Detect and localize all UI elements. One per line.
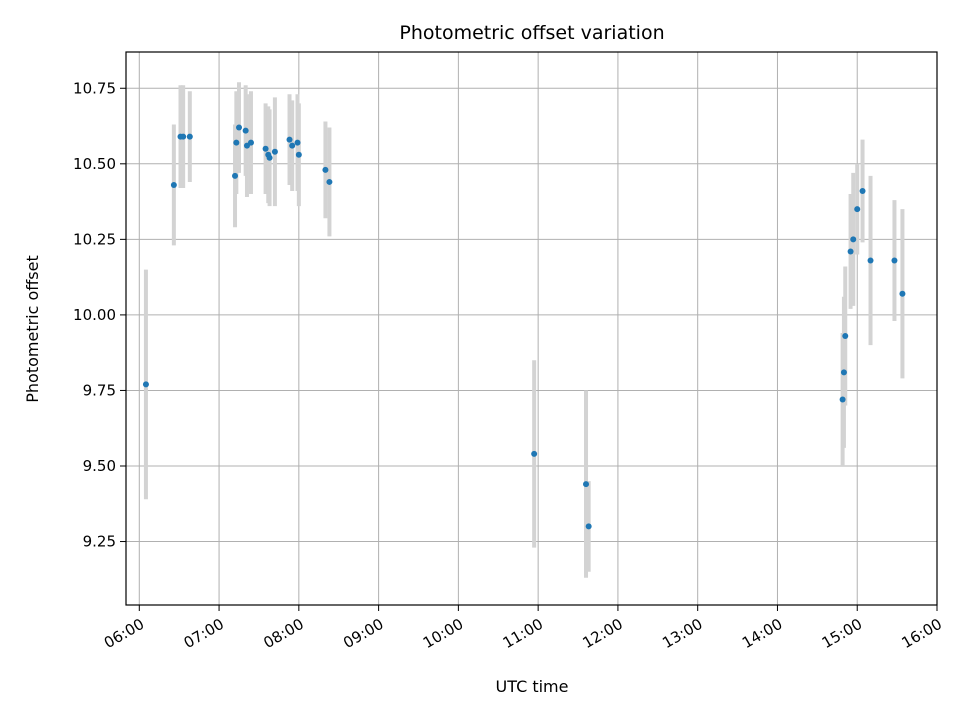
y-tick-label: 10.50 — [73, 155, 116, 173]
data-point — [294, 139, 301, 146]
y-tick-label: 10.75 — [73, 79, 116, 97]
plot-frame — [125, 51, 938, 606]
y-axis-ticks: 9.25 9.50 9.75 10.00 10.25 10.50 10.75 — [73, 79, 126, 551]
y-tick-label: 9.50 — [83, 457, 116, 475]
data-point — [271, 148, 278, 155]
data-point — [859, 188, 866, 195]
data-point — [899, 290, 906, 297]
data-point — [531, 450, 538, 457]
data-point — [286, 136, 293, 143]
data-point — [142, 381, 149, 388]
data-point — [247, 139, 254, 146]
y-tick-label: 10.25 — [73, 230, 116, 248]
data-point — [186, 133, 193, 140]
data-point — [289, 142, 296, 149]
y-tick-label: 9.75 — [83, 381, 116, 399]
data-point — [583, 481, 590, 488]
data-point — [262, 145, 269, 152]
y-tick-label: 9.25 — [83, 533, 116, 551]
data-point — [233, 139, 240, 146]
data-point — [891, 257, 898, 264]
data-point — [322, 166, 329, 173]
data-point — [839, 396, 846, 403]
data-point — [170, 181, 177, 188]
data-point — [242, 127, 249, 134]
chart-title: Photometric offset variation — [399, 22, 664, 44]
data-points — [142, 124, 906, 530]
x-axis-label: UTC time — [496, 677, 569, 696]
data-point — [840, 369, 847, 376]
data-point — [236, 124, 243, 131]
data-point — [326, 178, 333, 185]
data-point — [867, 257, 874, 264]
data-point — [850, 236, 857, 243]
y-tick-label: 10.00 — [73, 306, 116, 324]
data-point — [854, 206, 861, 213]
data-point — [232, 172, 239, 179]
data-point — [585, 523, 592, 530]
data-point — [847, 248, 854, 255]
data-point — [842, 333, 849, 340]
data-point — [295, 151, 302, 158]
data-point — [180, 133, 187, 140]
y-axis-label: Photometric offset — [23, 255, 42, 403]
data-point — [266, 154, 273, 161]
